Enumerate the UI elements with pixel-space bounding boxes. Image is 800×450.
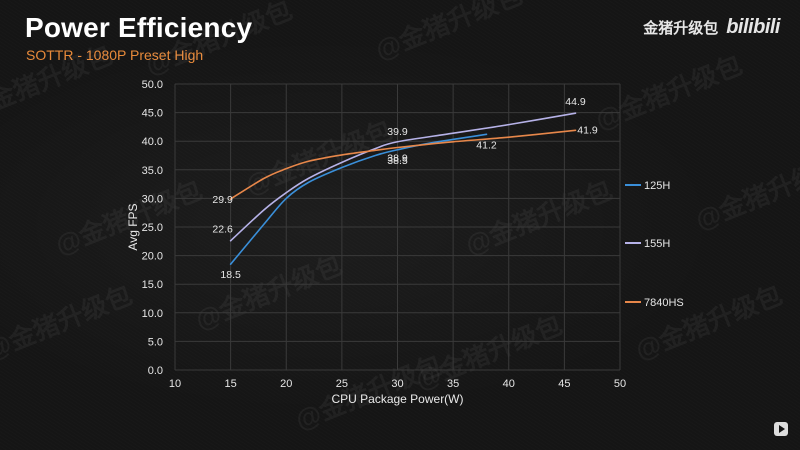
- watermark: @金猪升级包: [461, 175, 616, 261]
- y-tick-label: 5.0: [148, 336, 163, 348]
- grid-lines: [174, 83, 621, 371]
- x-tick-label: 45: [558, 378, 570, 390]
- x-tick-label: 15: [225, 378, 237, 390]
- watermark: @金猪升级包: [241, 115, 396, 201]
- channel-name: 金猪升级包: [643, 20, 719, 37]
- axes: 10 15 20 25 30 35 40 45 50 0.0 5.0 10.0 15.0 20.0 25.0…: [142, 79, 627, 390]
- x-tick-label: 35: [447, 378, 459, 390]
- legend-label-155h: 155H: [644, 238, 670, 250]
- series-line-7840hs: [229, 129, 577, 200]
- page-title: Power Efficiency: [25, 12, 253, 43]
- y-tick-label: 10.0: [142, 308, 163, 320]
- watermark: @金猪升级包: [141, 0, 296, 81]
- legend-label-125h: 125H: [644, 180, 670, 192]
- watermark: @金猪升级包: [191, 250, 346, 336]
- y-tick-label: 50.0: [142, 79, 163, 91]
- watermark: @金猪升级包: [591, 50, 746, 136]
- watermark: @金猪升级包: [371, 0, 526, 66]
- x-tick-label: 20: [280, 378, 292, 390]
- watermark: @金猪升级包: [631, 280, 786, 366]
- y-tick-label: 20.0: [142, 251, 163, 263]
- data-label: 38.9: [387, 152, 408, 164]
- data-label: 18.5: [220, 269, 241, 281]
- data-label: 44.9: [565, 96, 586, 108]
- y-tick-label: 45.0: [142, 108, 163, 120]
- data-label: 41.9: [577, 124, 598, 136]
- bilibili-logo: bilibili: [726, 16, 780, 38]
- play-icon[interactable]: [774, 422, 788, 436]
- data-label: 38.5: [387, 155, 408, 167]
- y-tick-label: 35.0: [142, 165, 163, 177]
- x-tick-label: 25: [336, 378, 348, 390]
- brand: 金猪升级包 bilibili: [643, 16, 780, 39]
- y-tick-label: 15.0: [142, 279, 163, 291]
- watermark: @金猪升级包: [691, 150, 800, 236]
- watermark: @金猪升级包: [0, 40, 116, 126]
- data-label: 39.9: [387, 126, 408, 138]
- data-label: 22.6: [212, 224, 233, 236]
- x-tick-label: 30: [391, 378, 403, 390]
- data-label: 41.2: [476, 139, 497, 151]
- x-axis-label: CPU Package Power(W): [331, 392, 463, 406]
- data-label: 29.9: [212, 194, 233, 206]
- x-tick-label: 50: [614, 378, 626, 390]
- y-tick-label: 30.0: [142, 193, 163, 205]
- y-tick-label: 0.0: [148, 365, 163, 377]
- x-tick-label: 40: [503, 378, 515, 390]
- legend: 125H 155H 7840HS: [625, 180, 684, 309]
- y-tick-label: 40.0: [142, 136, 163, 148]
- y-tick-label: 25.0: [142, 222, 163, 234]
- series-line-155h: [229, 112, 577, 242]
- data-labels: 18.5 38.5 41.2 22.6 38.9 39.9 44.9 29.9 41.9: [212, 96, 597, 281]
- page-subtitle: SOTTR - 1080P Preset High: [26, 47, 204, 63]
- y-axis-label: Avg FPS: [126, 203, 140, 250]
- legend-label-7840hs: 7840HS: [644, 297, 684, 309]
- x-tick-label: 10: [169, 378, 181, 390]
- watermark: @金猪升级包: [0, 280, 136, 366]
- series-layer: [229, 112, 577, 265]
